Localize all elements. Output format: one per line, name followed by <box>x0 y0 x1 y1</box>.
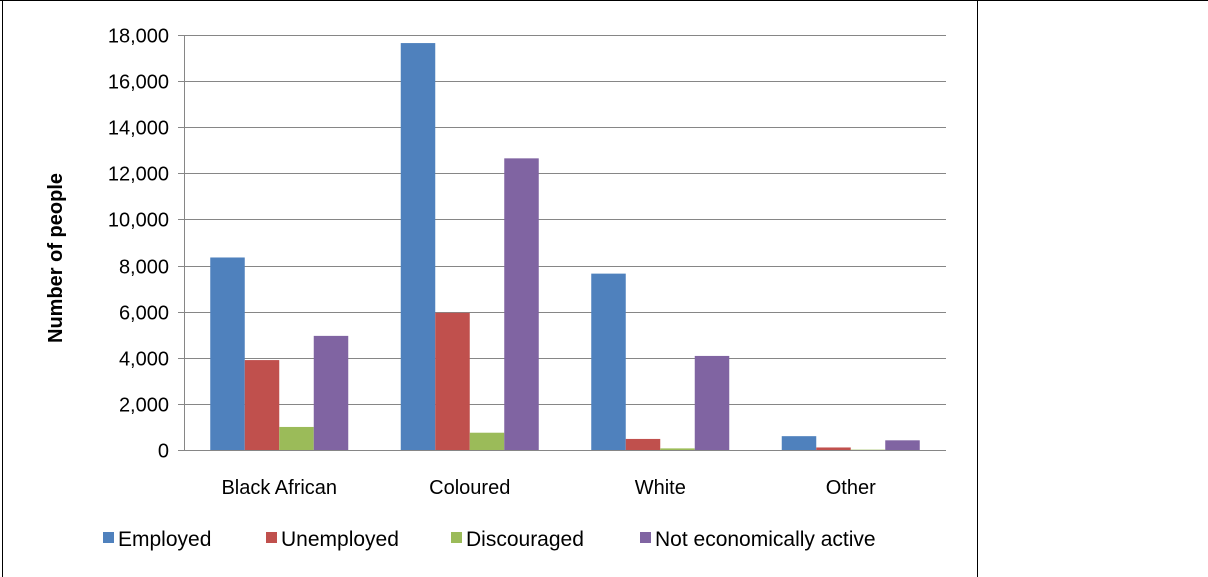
y-tick-label: 2,000 <box>119 395 169 417</box>
bar <box>210 257 245 450</box>
legend-label: Employed <box>118 528 211 551</box>
y-tick-label: 0 <box>158 441 169 463</box>
legend-swatch <box>640 532 651 543</box>
x-category-label: Black African <box>221 477 337 499</box>
bar <box>244 360 280 450</box>
y-tick-label: 4,000 <box>119 349 169 371</box>
x-category-labels: Black African Coloured White Other <box>221 477 876 499</box>
legend-swatch <box>266 532 277 543</box>
bar <box>660 448 695 450</box>
bar <box>435 312 470 450</box>
x-category-label: White <box>635 477 686 499</box>
bar <box>469 432 505 450</box>
y-tick-labels: 0 2,000 4,000 6,000 8,000 10,000 12,000 14,000 1… <box>108 26 184 463</box>
y-axis-title: Number of people <box>45 173 67 343</box>
y-tick-label: 18,000 <box>108 26 169 48</box>
bars <box>210 43 920 450</box>
bar <box>625 438 661 450</box>
bar <box>504 158 539 450</box>
y-tick-label: 10,000 <box>108 210 169 232</box>
y-tick-label: 8,000 <box>119 257 169 279</box>
x-category-label: Other <box>826 477 876 499</box>
y-tick-label: 6,000 <box>119 303 169 325</box>
bar <box>313 335 349 450</box>
y-tick-label: 12,000 <box>108 164 169 186</box>
legend-label: Unemployed <box>281 528 399 551</box>
legend-label: Not economically active <box>655 528 876 551</box>
legend-label: Discouraged <box>466 528 584 551</box>
legend: Employed Unemployed Discouraged Not economi… <box>103 528 876 551</box>
x-category-label: Coloured <box>429 477 510 499</box>
bar <box>694 355 730 450</box>
y-tick-label: 16,000 <box>108 72 169 94</box>
gridlines <box>184 35 946 405</box>
axes <box>184 35 946 451</box>
bar <box>781 436 817 450</box>
bar <box>400 43 436 450</box>
bar <box>816 447 851 450</box>
y-tick-label: 14,000 <box>108 118 169 140</box>
legend-swatch <box>103 532 114 543</box>
bar <box>885 440 920 450</box>
bar <box>279 426 314 450</box>
bar <box>591 273 626 450</box>
legend-swatch <box>451 532 462 543</box>
